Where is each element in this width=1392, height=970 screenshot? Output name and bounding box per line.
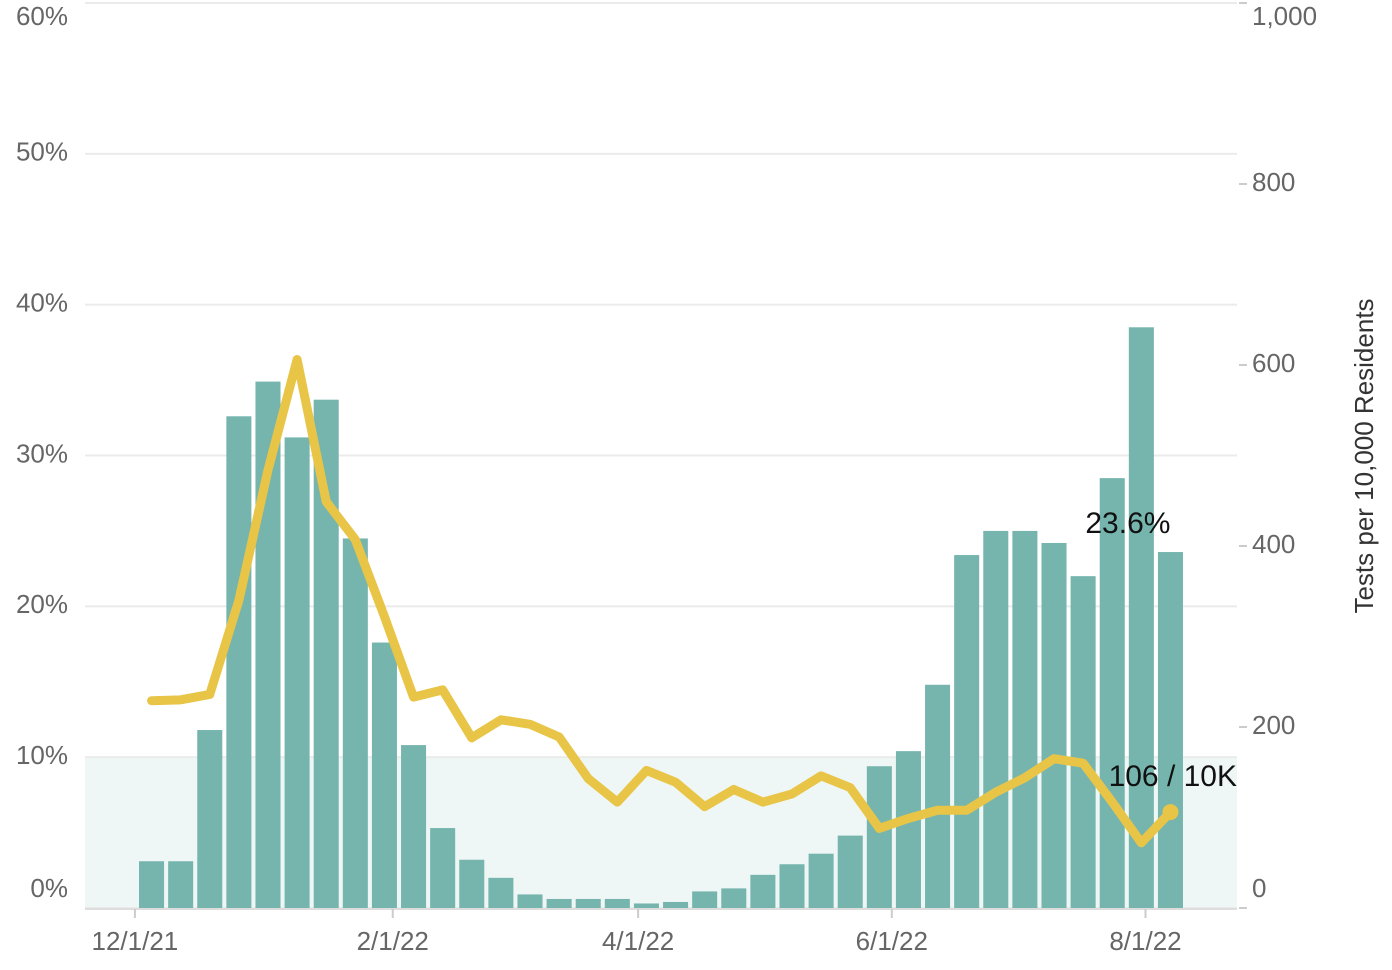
data-label: 23.6%	[1085, 507, 1170, 540]
y2-tick-label: 0	[1252, 873, 1266, 903]
bar	[837, 835, 863, 908]
x-tick-label: 6/1/22	[856, 926, 928, 956]
bar	[1012, 530, 1038, 908]
bar	[779, 864, 805, 908]
bar	[808, 853, 834, 908]
y-tick-label: 20%	[16, 589, 68, 619]
bar	[604, 898, 630, 908]
bar	[925, 684, 951, 908]
bar	[663, 901, 689, 908]
bar	[895, 751, 921, 908]
x-tick-label: 2/1/22	[357, 926, 429, 956]
y2-tick-label: 1,000	[1252, 1, 1317, 31]
bar	[1099, 478, 1125, 908]
y-tick-label: 50%	[16, 137, 68, 167]
bar	[459, 859, 485, 908]
bar	[750, 874, 776, 908]
y-tick-label: 40%	[16, 288, 68, 318]
end-point	[1162, 804, 1179, 821]
line	[147, 355, 1175, 848]
bar	[226, 416, 252, 908]
bar	[197, 730, 223, 908]
bar	[1041, 542, 1067, 908]
bar	[575, 898, 601, 908]
x-tick-label: 8/1/22	[1109, 926, 1181, 956]
bar	[430, 828, 456, 908]
bar	[954, 555, 980, 908]
bar	[139, 861, 165, 908]
y2-tick-label: 400	[1252, 529, 1295, 559]
bar	[401, 745, 427, 908]
bar	[517, 894, 543, 908]
y2-tick-label: 600	[1252, 348, 1295, 378]
bar	[1128, 327, 1154, 909]
bar	[692, 891, 718, 908]
y-tick-label: 0%	[30, 873, 68, 903]
y2-tick-label: 800	[1252, 167, 1295, 197]
bar	[866, 766, 892, 908]
bar	[488, 877, 514, 908]
data-label: 106 / 10K	[1109, 760, 1237, 793]
y-tick-label: 10%	[16, 740, 68, 770]
bar	[168, 861, 194, 908]
bar	[633, 903, 659, 908]
bar	[1157, 552, 1183, 908]
y-tick-label: 30%	[16, 438, 68, 468]
bar	[342, 538, 368, 908]
x-tick-label: 12/1/21	[92, 926, 179, 956]
bar	[1070, 576, 1096, 908]
bar	[284, 437, 310, 908]
bar	[983, 530, 1009, 908]
y2-axis-title: Tests per 10,000 Residents	[1349, 298, 1379, 613]
bar	[546, 898, 572, 908]
bar	[371, 642, 397, 908]
y-tick-label: 60%	[16, 1, 68, 31]
x-tick-label: 4/1/22	[602, 926, 674, 956]
y2-tick-label: 200	[1252, 710, 1295, 740]
bar	[721, 888, 747, 908]
